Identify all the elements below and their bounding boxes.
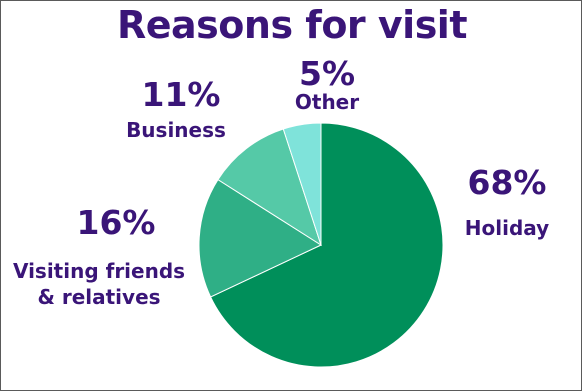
pie-slice-holiday (209, 122, 444, 368)
other-label: Other (294, 90, 360, 114)
pie-slice-visiting-friends-relatives (198, 178, 323, 298)
chart-title: Reasons for visit (116, 3, 468, 47)
holiday-label: Holiday (464, 216, 550, 240)
business-label: Business (126, 118, 226, 142)
other-percent: 5% (298, 54, 356, 93)
visiting-percent: 16% (76, 203, 156, 242)
holiday-percent: 68% (467, 163, 547, 202)
visiting-label: Visiting friends & relatives (12, 259, 186, 309)
pie-slice-business (217, 128, 322, 247)
business-percent: 11% (141, 75, 221, 114)
pie-slice-other (282, 122, 322, 246)
